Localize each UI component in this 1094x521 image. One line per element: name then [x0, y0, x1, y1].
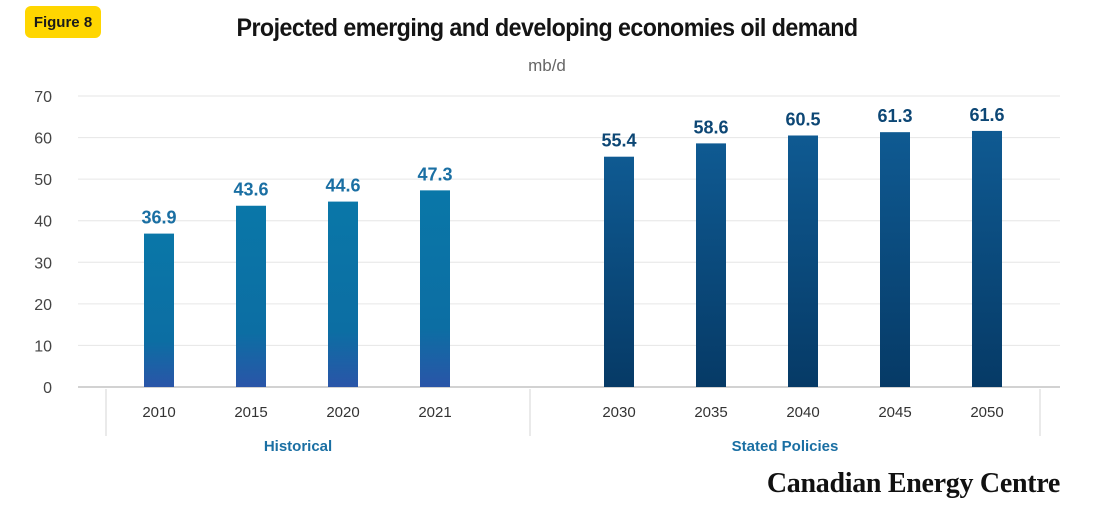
bar	[972, 130, 1002, 388]
bar-value-label: 44.6	[325, 176, 360, 196]
y-tick-label: 10	[34, 338, 52, 355]
y-tick-label: 0	[43, 380, 52, 397]
bar	[880, 132, 910, 387]
x-tick-label: 2021	[418, 404, 451, 421]
bar-value-label: 36.9	[141, 208, 176, 228]
x-tick-label: 2050	[970, 404, 1003, 421]
y-tick-label: 30	[34, 255, 52, 272]
bar	[788, 135, 818, 387]
figure-badge: Figure 8	[25, 6, 101, 38]
bar-value-label: 43.6	[233, 180, 268, 200]
y-tick-label: 60	[34, 131, 52, 148]
x-tick-label: 2035	[694, 404, 727, 421]
y-tick-label: 20	[34, 297, 52, 314]
bar	[328, 201, 358, 387]
group-label: Stated Policies	[732, 438, 839, 455]
bar	[696, 143, 726, 387]
bar-value-label: 61.6	[969, 105, 1004, 125]
y-tick-label: 50	[34, 172, 52, 189]
bar-value-label: 55.4	[601, 131, 636, 151]
x-tick-label: 2020	[326, 404, 359, 421]
bar	[144, 233, 174, 387]
chart-title: Projected emerging and developing econom…	[236, 14, 858, 42]
y-tick-label: 70	[34, 89, 52, 106]
bar	[604, 156, 634, 387]
brand-logo: Canadian Energy Centre	[766, 468, 1060, 499]
bar	[420, 190, 450, 387]
bar-value-label: 58.6	[693, 117, 728, 137]
bar-value-label: 61.3	[877, 106, 912, 126]
chart-unit: mb/d	[528, 56, 566, 75]
y-tick-label: 40	[34, 214, 52, 231]
x-tick-label: 2030	[602, 404, 635, 421]
x-tick-label: 2040	[786, 404, 819, 421]
bar-value-label: 60.5	[785, 109, 820, 129]
bar-value-label: 47.3	[417, 164, 452, 184]
x-tick-label: 2010	[142, 404, 175, 421]
x-tick-label: 2045	[878, 404, 911, 421]
x-tick-label: 2015	[234, 404, 267, 421]
bar	[236, 205, 266, 387]
group-label: Historical	[264, 438, 332, 455]
